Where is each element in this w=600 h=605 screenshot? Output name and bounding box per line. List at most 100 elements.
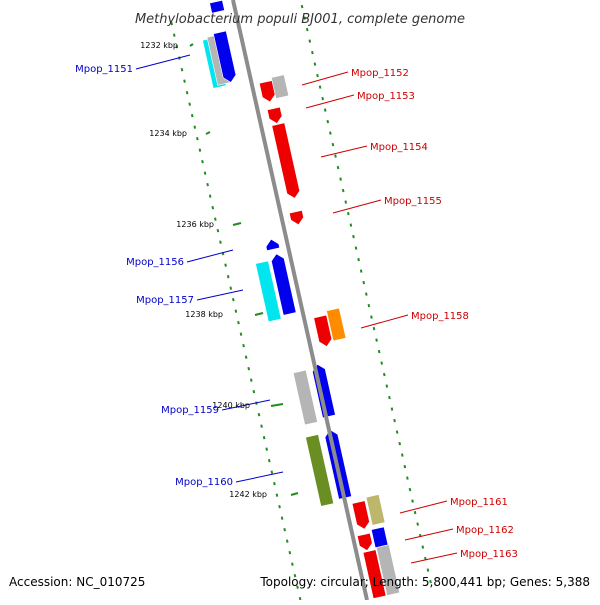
tick-mark-left (214, 217, 217, 221)
tick-mark-left (273, 481, 276, 486)
kbp-label: 1236 kbp (176, 220, 214, 229)
tick-mark-right (300, 4, 304, 9)
tick-mark-right (403, 464, 407, 469)
gene-arrow-gray[interactable] (292, 369, 318, 426)
tick-mark-right (375, 338, 378, 342)
gene-label-mpop-1161[interactable]: Mpop_1161 (450, 497, 508, 508)
gene-arrow-red[interactable] (271, 122, 301, 199)
tick-mark-right (334, 154, 337, 158)
leader-line (221, 399, 271, 411)
gene-arrow-gray[interactable] (375, 544, 401, 596)
gene-arrow-khaki[interactable] (365, 494, 386, 526)
tick-mark-right (429, 579, 432, 584)
tick-mark-left (196, 136, 199, 141)
tick-mark-left (247, 366, 251, 371)
kbp-label: 1238 kbp (185, 310, 223, 319)
major-tick (232, 222, 242, 226)
gene-label-mpop-1153[interactable]: Mpop_1153 (357, 91, 415, 102)
gene-arrow-blue[interactable] (370, 526, 389, 549)
tick-mark-left (296, 585, 299, 589)
tick-mark-right (329, 131, 332, 135)
kbp-label: 1234 kbp (149, 129, 187, 138)
accession-text: Accession: NC_010725 (9, 575, 145, 589)
tick-mark-left (288, 550, 292, 555)
leader-line (360, 314, 409, 329)
gene-label-mpop-1157[interactable]: Mpop_1157 (136, 295, 194, 306)
tick-mark-right (331, 142, 335, 147)
gene-label-mpop-1151[interactable]: Mpop_1151 (75, 64, 133, 75)
tick-mark-right (352, 234, 355, 239)
tick-mark-left (257, 412, 261, 417)
tick-mark-right (354, 246, 358, 250)
gene-label-mpop-1162[interactable]: Mpop_1162 (456, 525, 514, 536)
gene-arrow-olive[interactable] (305, 434, 335, 507)
tick-mark-right (308, 39, 312, 43)
gene-arrow-red[interactable] (362, 549, 387, 599)
summary-text: Topology: circular; Length: 5,800,441 bp… (259, 575, 590, 589)
tick-mark-left (201, 159, 204, 164)
gene-arrow-blue[interactable] (265, 238, 281, 252)
tick-mark-left (252, 389, 256, 394)
gene-arrow-blue[interactable] (209, 0, 225, 14)
gene-label-mpop-1160[interactable]: Mpop_1160 (175, 477, 233, 488)
gene-arrow-orange[interactable] (326, 307, 347, 342)
tick-mark-right (357, 257, 360, 262)
leader-line (399, 500, 448, 514)
tick-mark-left (270, 470, 274, 474)
gene-arrow-red[interactable] (266, 106, 283, 124)
tick-mark-right (321, 96, 324, 101)
tick-mark-right (347, 211, 350, 216)
tick-mark-right (406, 476, 409, 480)
tick-mark-right (413, 510, 417, 515)
gene-label-mpop-1158[interactable]: Mpop_1158 (411, 311, 469, 322)
tick-mark-left (198, 148, 202, 152)
gene-label-mpop-1152[interactable]: Mpop_1152 (351, 68, 409, 79)
gene-labels: Mpop_1151 Mpop_1152 Mpop_1153 Mpop_1154 Mpop… (75, 64, 518, 560)
tick-mark-right (388, 395, 391, 400)
leader-line (196, 289, 244, 301)
major-tick (189, 43, 194, 47)
tick-mark-left (188, 102, 191, 106)
tick-mark-right (305, 27, 309, 32)
scale-ticks (170, 4, 432, 601)
tick-mark-left (185, 90, 189, 95)
tick-mark-right (318, 85, 322, 89)
tick-mark-left (283, 527, 286, 532)
tick-mark-left (293, 573, 297, 578)
gene-arrow-blue[interactable] (213, 30, 237, 83)
gene-arrow-red[interactable] (288, 209, 304, 226)
gene-arrow-red[interactable] (351, 500, 370, 530)
gene-label-mpop-1156[interactable]: Mpop_1156 (126, 257, 184, 268)
gene-label-mpop-1154[interactable]: Mpop_1154 (370, 142, 428, 153)
leader-line (135, 54, 191, 70)
tick-mark-right (365, 292, 368, 296)
tick-mark-right (372, 326, 376, 331)
tick-mark-left (285, 539, 289, 543)
tick-mark-left (278, 504, 281, 509)
tick-mark-right (400, 453, 404, 457)
tick-mark-left (280, 516, 284, 520)
major-tick (205, 131, 211, 135)
gene-arrow-blue[interactable] (271, 253, 297, 316)
tick-mark-right (390, 407, 394, 411)
gene-arrow-cyan[interactable] (255, 260, 282, 323)
tick-mark-right (341, 188, 345, 193)
tick-mark-left (267, 458, 271, 463)
leader-line (186, 249, 234, 263)
tick-mark-left (203, 171, 207, 175)
tick-mark-right (393, 418, 396, 423)
gene-arrow-red[interactable] (258, 80, 276, 103)
gene-label-mpop-1155[interactable]: Mpop_1155 (384, 196, 442, 207)
gene-arrow-red[interactable] (313, 314, 333, 347)
tick-mark-right (323, 108, 327, 112)
gene-arrow-red[interactable] (356, 532, 373, 552)
tick-mark-left (172, 33, 176, 37)
gene-label-mpop-1163[interactable]: Mpop_1163 (460, 549, 518, 560)
tick-mark-right (385, 384, 389, 388)
kbp-labels: 1232 kbp 1234 kbp 1236 kbp 1238 kbp 1240 kbp… (140, 41, 267, 499)
gene-label-mpop-1159[interactable]: Mpop_1159 (161, 405, 219, 416)
tick-mark-right (339, 177, 342, 181)
gene-arrow-gray[interactable] (270, 74, 290, 99)
major-tick (254, 312, 264, 316)
